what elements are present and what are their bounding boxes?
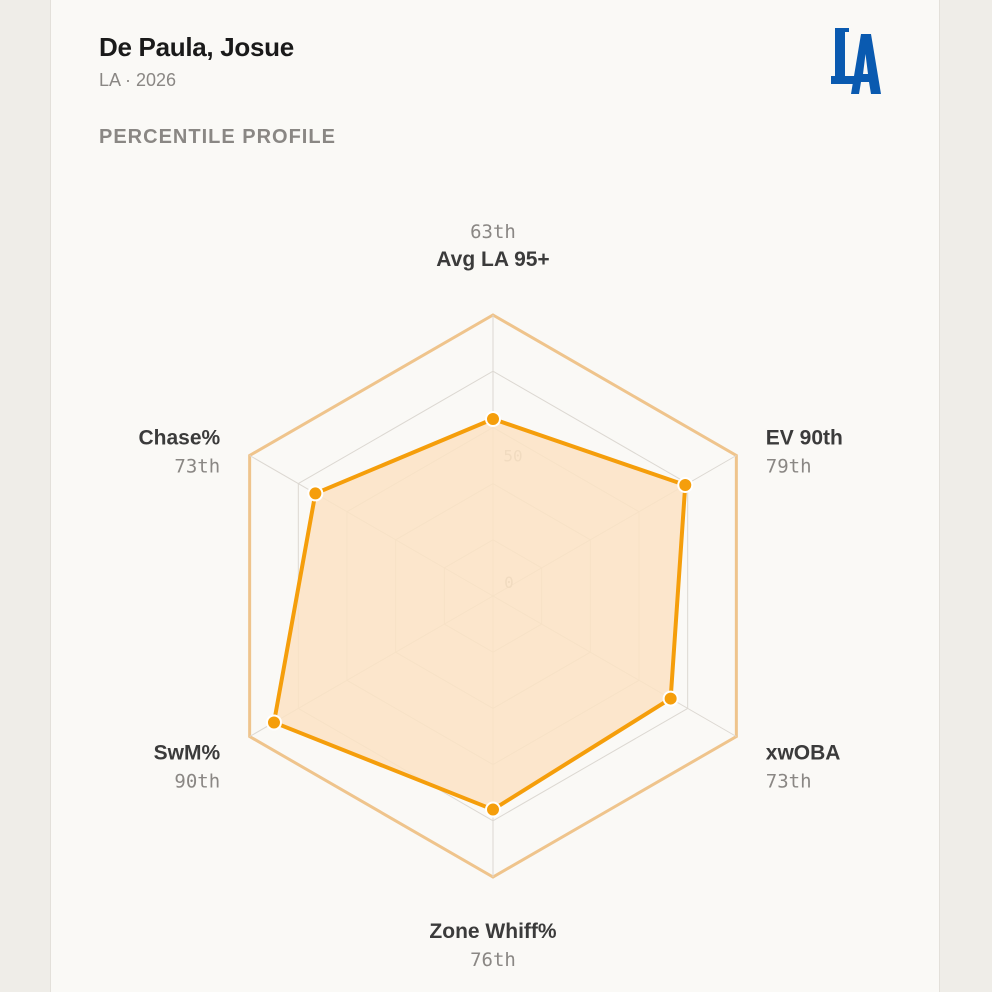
axis-label: Avg LA 95+ [436, 248, 549, 271]
radar-data-point [662, 690, 679, 707]
radar-data-point [485, 801, 501, 818]
axis-label: xwOBA [766, 742, 841, 765]
axis-label: SwM% [154, 742, 221, 765]
radar-data-point [265, 714, 282, 731]
axis-label: Chase% [138, 427, 220, 450]
section-title: PERCENTILE PROFILE [99, 126, 336, 148]
radar-data-point [485, 410, 501, 427]
team-season: LA · 2026 [99, 70, 177, 90]
player-name: De Paula, Josue [99, 32, 294, 62]
axis-percentile: 90th [174, 771, 220, 793]
radar-data-point [677, 477, 694, 494]
axis-percentile: 76th [470, 949, 516, 971]
axis-label: Zone Whiff% [429, 920, 556, 943]
radar-data-area [271, 416, 688, 812]
axis-percentile: 79th [766, 456, 812, 478]
axis-percentile: 73th [174, 456, 220, 478]
axis-label: EV 90th [766, 427, 843, 450]
radar-data-point [307, 485, 324, 502]
axis-percentile: 73th [766, 771, 812, 793]
dodgers-la-logo-icon [831, 28, 881, 94]
axis-percentile: 63th [470, 221, 516, 243]
